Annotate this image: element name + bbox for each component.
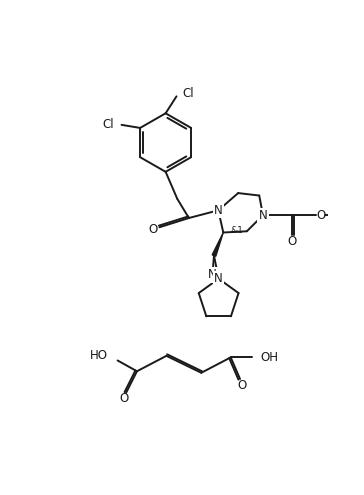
Text: N: N [214,272,223,285]
Text: N: N [258,209,267,222]
Text: O: O [237,379,246,392]
Polygon shape [212,233,223,256]
Text: Cl: Cl [102,118,114,131]
Text: O: O [288,235,297,248]
Text: O: O [119,393,128,405]
Text: &1: &1 [230,226,243,235]
Text: N: N [208,268,217,281]
Text: N: N [214,204,223,217]
Text: O: O [149,223,158,236]
Text: Cl: Cl [182,87,194,100]
Text: HO: HO [90,349,107,362]
Text: O: O [316,209,326,222]
Text: OH: OH [260,351,278,364]
